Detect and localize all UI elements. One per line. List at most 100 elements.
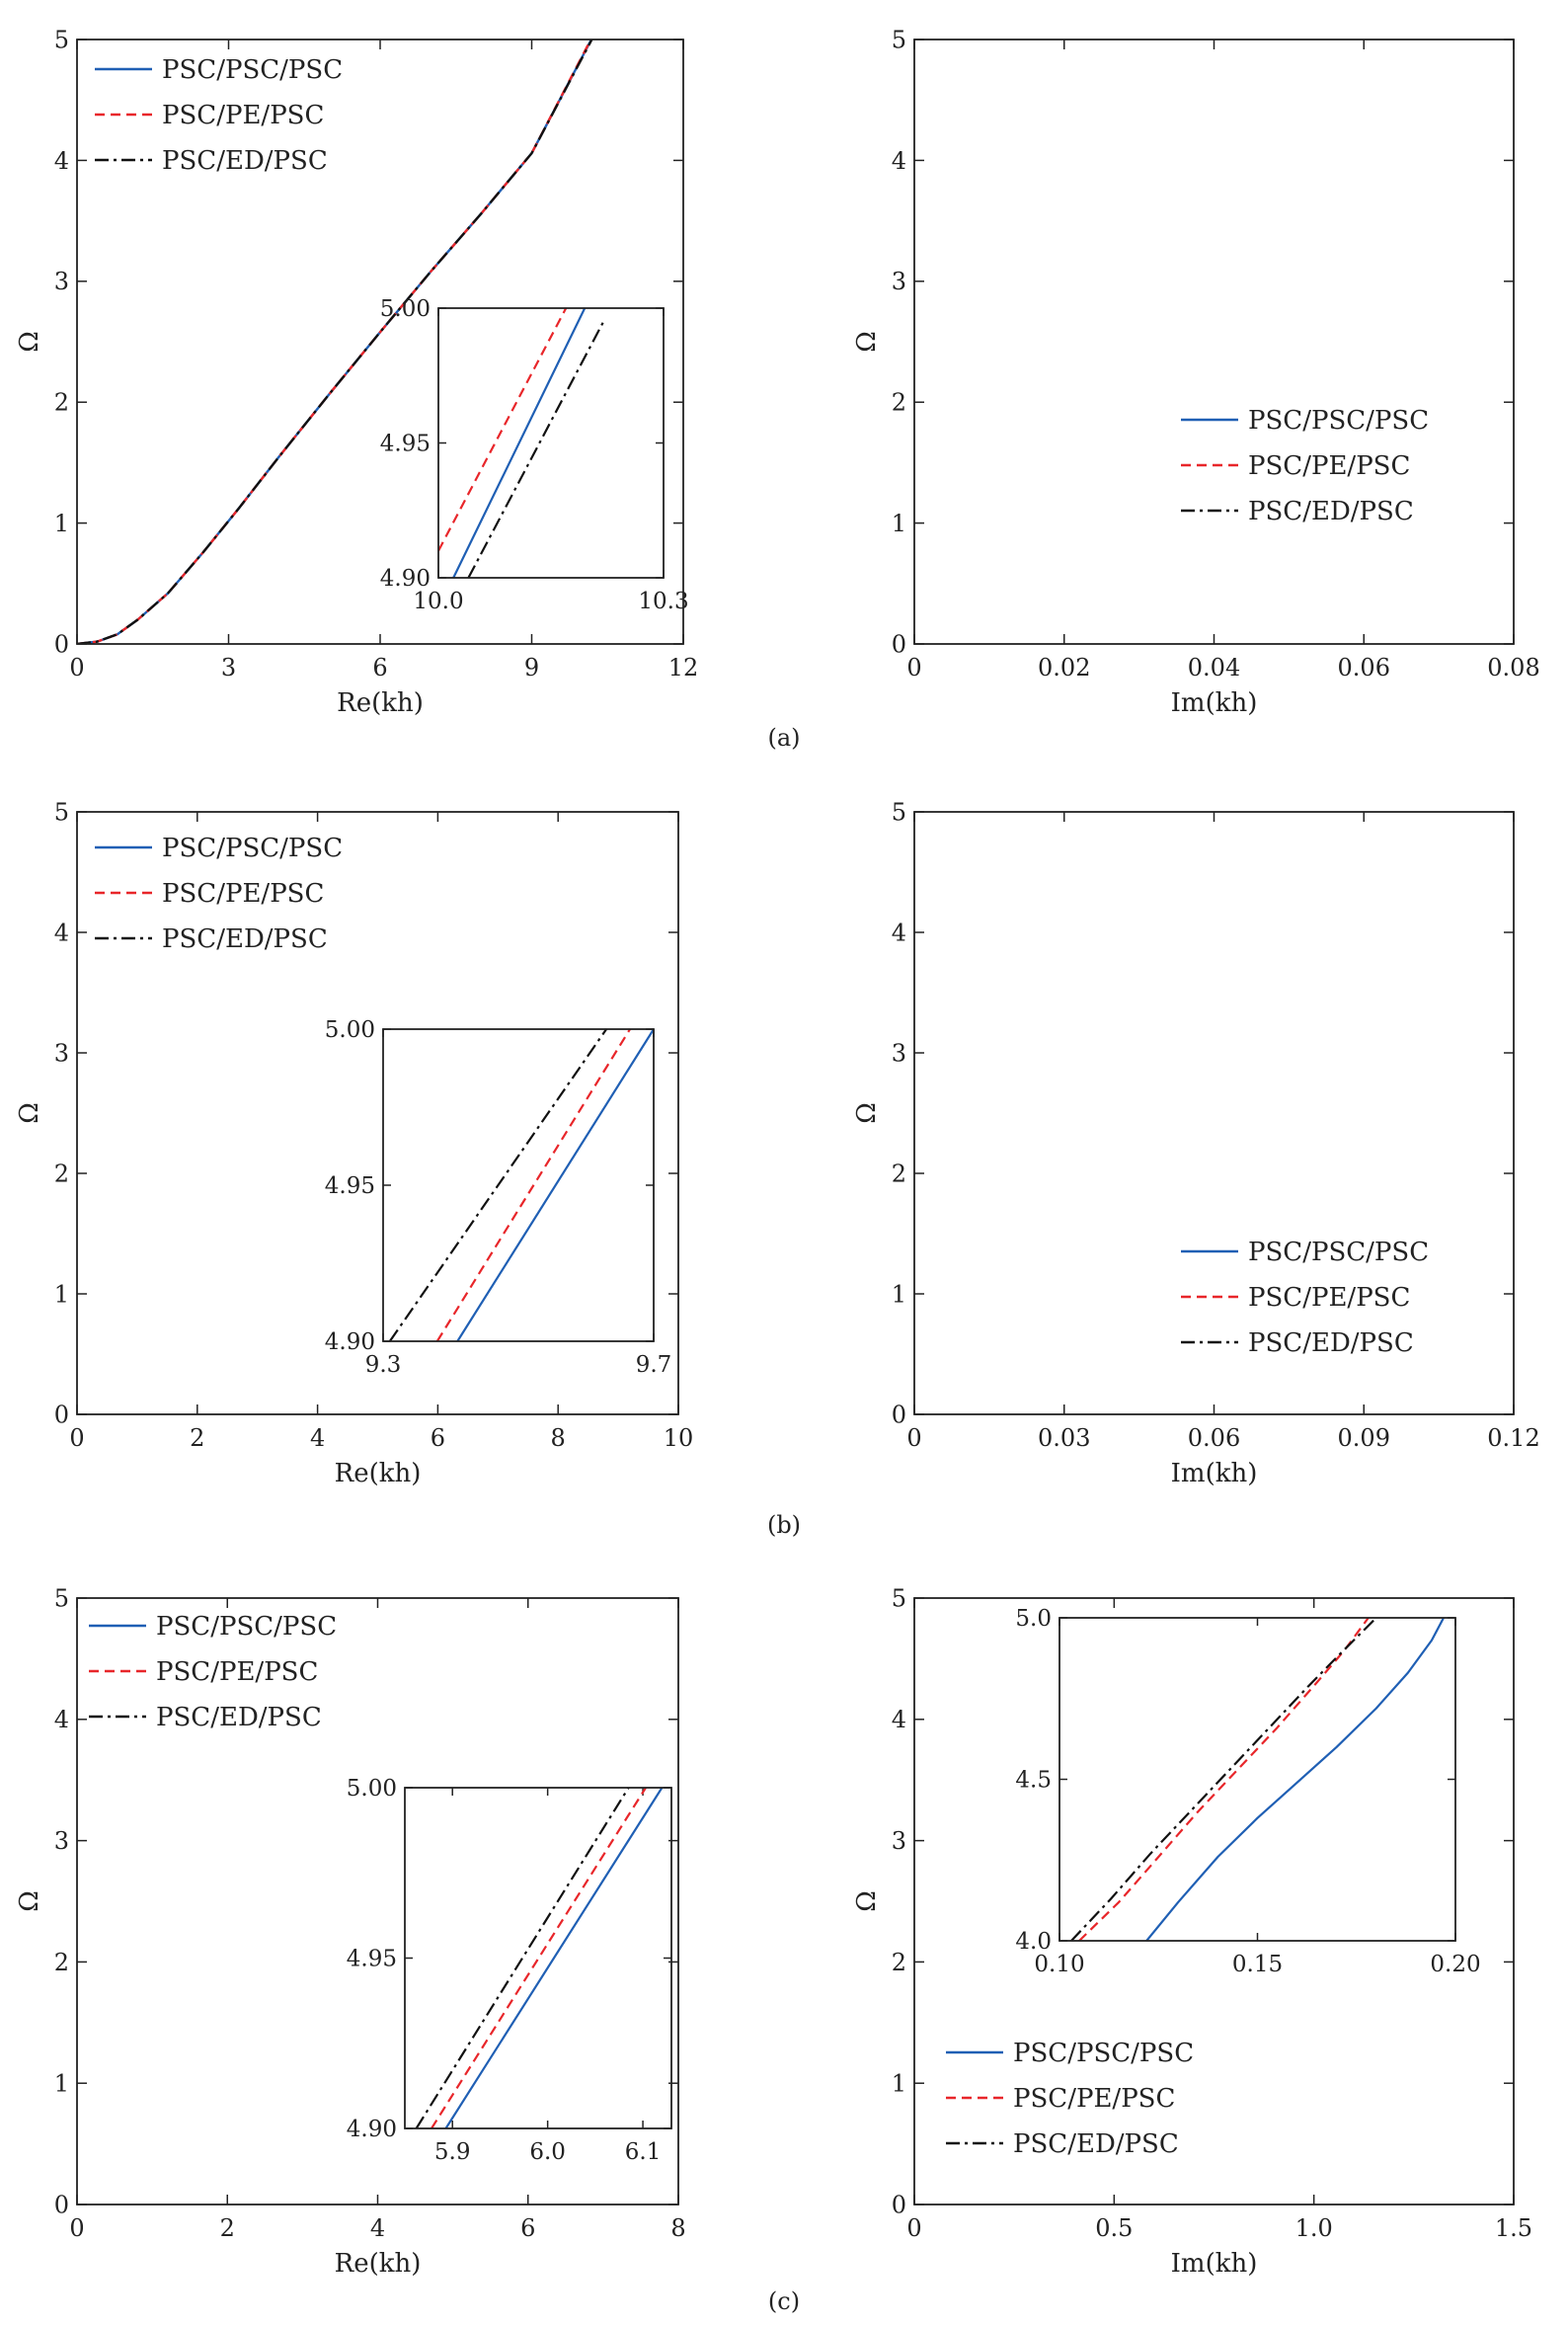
inset-5-series-line [1078, 1618, 1370, 1941]
main-y-tick-label: 0 [54, 2191, 69, 2218]
x-axis-label: Re(kh) [337, 688, 424, 718]
main-y-tick-label: 5 [892, 798, 906, 826]
panel-c-left: 0 2 4 6 8012345Re(kh)ΩPSC/PSC/PSCPSC/PE/PSCP… [15, 1584, 686, 2279]
inset-5-y-tick-label: 4.0 [1015, 1929, 1052, 1955]
legend-entry: PSC/PSC/PSC [1013, 2039, 1194, 2068]
legend-entry: PSC/PE/PSC [162, 101, 324, 130]
inset-0-series-line [452, 308, 587, 578]
main-x-tick-label: 0 [69, 654, 84, 681]
main-x-tick-label: 0.04 [1188, 654, 1240, 681]
main-series-line [919, 812, 1414, 1414]
main-y-tick-label: 4 [54, 1706, 69, 1733]
main-x-tick-label: 8 [670, 2214, 685, 2242]
legend: PSC/PSC/PSC PSC/PE/PSC PSC/ED/PSC [1181, 406, 1429, 526]
main-x-tick-label: 8 [551, 1424, 566, 1452]
main-y-tick-label: 5 [892, 1584, 906, 1612]
y-axis-label: Ω [15, 1890, 44, 1912]
legend-entry: PSC/ED/PSC [156, 1703, 322, 1732]
panel-label-b: (b) [767, 1511, 801, 1539]
main-y-tick-label: 2 [892, 1160, 906, 1187]
legend-entry: PSC/PE/PSC [162, 879, 324, 909]
inset-4-series-line [444, 1788, 664, 2128]
main-y-tick-label: 4 [54, 919, 69, 946]
panel-b-left: 0 2 4 6 8 10 0 1 2 3 4 5 Re(kh) Ω PSC/PSC/PSC PSC/PE/PS… [15, 798, 693, 1488]
inset-4-frame [404, 1787, 672, 2129]
panel-label-c: (c) [768, 2287, 800, 2315]
legend: PSC/PSC/PSC PSC/PE/PSC PSC/ED/PSC [95, 834, 343, 954]
inset-4-y-tick-label: 5.00 [347, 1776, 397, 1802]
legend-entry: PSC/PE/PSC [1248, 1283, 1410, 1313]
legend-entry: PSC/ED/PSC [162, 146, 328, 176]
main-y-tick-label: 0 [54, 1401, 69, 1428]
main-frame [76, 1597, 679, 2205]
y-axis-label: Ω [15, 1102, 44, 1124]
legend-entry: PSC/PE/PSC [156, 1657, 318, 1687]
inset-5-x-tick-label: 0.10 [1034, 1952, 1084, 1977]
y-axis-label: Ω [852, 331, 882, 353]
main-y-tick-label: 3 [892, 1039, 906, 1067]
inset-0-y-tick-label: 4.90 [380, 566, 431, 592]
inset-5-x-tick-label: 0.20 [1430, 1952, 1480, 1977]
legend: PSC/PSC/PSC PSC/PE/PSC PSC/ED/PSC [89, 1612, 337, 1732]
inset-4-x-tick-label: 6.1 [625, 2139, 662, 2165]
main-y-tick-label: 1 [54, 1280, 69, 1308]
main-y-tick-label: 2 [54, 1949, 69, 1976]
inset-0-y-tick-label: 4.95 [380, 432, 431, 457]
inset-5-frame [1058, 1617, 1456, 1942]
main-y-tick-label: 0 [54, 630, 69, 658]
main-x-tick-label: 6 [431, 1424, 445, 1452]
inset-2-x-tick-label: 9.3 [365, 1352, 402, 1378]
inset-chart: 9.3 9.7 4.90 4.95 5.00 [325, 1017, 672, 1378]
legend-entry: PSC/ED/PSC [1248, 497, 1414, 526]
inset-4-y-tick-label: 4.90 [347, 2117, 397, 2142]
y-axis-label: Ω [15, 331, 44, 353]
main-x-tick-label: 0.06 [1188, 1424, 1240, 1452]
main-y-tick-label: 5 [54, 1584, 69, 1612]
x-axis-label: Im(kh) [1171, 688, 1258, 718]
main-x-tick-label: 0.12 [1487, 1424, 1539, 1452]
legend-entry: PSC/PE/PSC [1013, 2084, 1175, 2114]
main-y-tick-label: 1 [54, 510, 69, 537]
inset-2-series-line [388, 1029, 608, 1341]
main-y-tick-label: 1 [892, 510, 906, 537]
main-y-tick-label: 4 [892, 147, 906, 175]
y-axis-label: Ω [852, 1890, 882, 1912]
main-x-tick-label: 12 [668, 654, 699, 681]
inset-2-y-tick-label: 5.00 [325, 1017, 375, 1043]
main-frame [913, 811, 1515, 1415]
x-axis-label: Im(kh) [1171, 1459, 1258, 1488]
inset-4-series-line [415, 1788, 630, 2128]
x-axis-label: Im(kh) [1171, 2249, 1258, 2279]
main-x-tick-label: 0 [906, 2214, 921, 2242]
main-x-tick-label: 4 [310, 1424, 325, 1452]
main-frame [76, 39, 684, 645]
inset-5-series-line [1145, 1618, 1445, 1941]
main-frame [76, 811, 679, 1415]
inset-chart: 5.9 6.0 6.1 4.90 4.95 5.00 [347, 1776, 672, 2165]
inset-2-series-line [435, 1029, 631, 1341]
main-y-tick-label: 2 [892, 389, 906, 417]
main-y-tick-label: 4 [54, 147, 69, 175]
inset-0-y-tick-label: 5.00 [380, 296, 431, 322]
inset-5-y-tick-label: 5.0 [1015, 1606, 1052, 1632]
x-axis-label: Re(kh) [335, 1459, 422, 1488]
main-series-line [88, 1598, 533, 2205]
main-x-tick-label: 6 [520, 2214, 535, 2242]
inset-5-series-line [1070, 1618, 1377, 1941]
main-x-tick-label: 0 [69, 2214, 84, 2242]
main-series-line [77, 40, 592, 644]
main-x-tick-label: 2 [190, 1424, 204, 1452]
inset-0-frame [437, 307, 665, 579]
inset-0-x-tick-label: 10.3 [638, 589, 688, 614]
main-series-line [77, 40, 593, 644]
y-axis-label: Ω [852, 1102, 882, 1124]
inset-2-frame [382, 1028, 655, 1342]
inset-2-y-tick-label: 4.90 [325, 1329, 375, 1355]
main-series-line [914, 40, 1439, 644]
main-y-tick-label: 2 [892, 1949, 906, 1976]
legend: PSC/PSC/PSC PSC/PE/PSC PSC/ED/PSC [1181, 1238, 1429, 1358]
inset-chart: 0.10 0.15 0.20 4.0 4.5 5.0 [1015, 1606, 1480, 1977]
main-y-tick-label: 0 [892, 1401, 906, 1428]
panel-c-right: 0 0.5 1.0 1.5 0 1 2 3 4 5 Im(kh) Ω PSC/PSC/PSC PSC/PE… [852, 1584, 1532, 2279]
main-x-tick-label: 0.02 [1038, 654, 1090, 681]
